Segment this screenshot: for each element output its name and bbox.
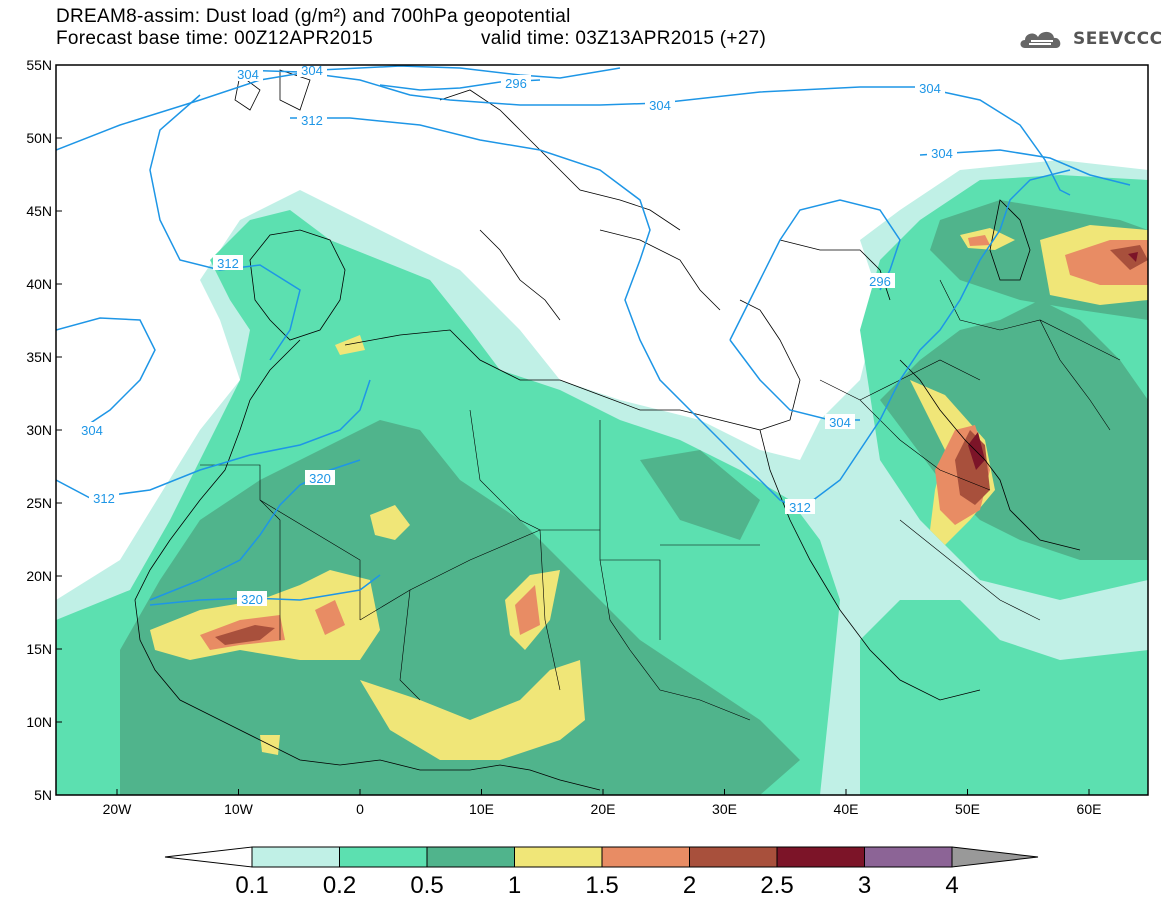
contour-label: 320	[237, 591, 267, 607]
contour-label: 304	[233, 66, 263, 82]
colorbar-cell	[339, 846, 428, 868]
svg-text:312: 312	[789, 500, 811, 515]
colorbar	[164, 846, 1039, 868]
lon-label: 40E	[833, 801, 859, 817]
forecast-base-time: Forecast base time: 00Z12APR2015	[56, 28, 373, 49]
colorbar-cell	[864, 846, 953, 868]
colorbar-cell	[776, 846, 865, 868]
lat-label: 50N	[26, 130, 52, 146]
svg-text:304: 304	[919, 81, 941, 96]
lon-label: 10W	[224, 801, 253, 817]
lon-label: 10E	[469, 801, 494, 817]
lat-label: 15N	[26, 641, 52, 657]
colorbar-max-arrow	[951, 846, 1039, 868]
valid-time: valid time: 03Z13APR2015 (+27)	[481, 28, 767, 49]
colorbar-level-label: 2	[682, 872, 697, 899]
svg-text:304: 304	[301, 63, 323, 78]
lat-label: 45N	[26, 203, 52, 219]
seevccc-logo: SEEVCCC	[1017, 26, 1163, 52]
contour-label: 312	[213, 255, 243, 271]
svg-text:296: 296	[505, 76, 527, 91]
svg-text:312: 312	[93, 491, 115, 506]
cloud-icon	[1020, 31, 1061, 48]
contour-label: 304	[915, 80, 945, 96]
svg-text:304: 304	[829, 415, 851, 430]
contour-label: 304	[645, 97, 675, 113]
contour-label: 296	[865, 273, 895, 289]
contour-label: 304	[927, 145, 957, 161]
lat-label: 30N	[26, 422, 52, 438]
colorbar-cell	[689, 846, 778, 868]
lat-label: 5N	[34, 787, 52, 803]
svg-text:320: 320	[309, 471, 331, 486]
colorbar-cell	[601, 846, 690, 868]
country-borders	[200, 279, 1121, 721]
contour-label: 320	[305, 470, 335, 486]
lat-label: 55N	[26, 57, 52, 73]
colorbar-level-label: 4	[945, 872, 959, 899]
colorbar-min-arrow	[164, 846, 253, 868]
lon-label: 20W	[102, 801, 132, 817]
lon-label: 0	[356, 801, 364, 817]
colorbar-level-label: 0.5	[410, 872, 444, 899]
svg-text:304: 304	[81, 423, 103, 438]
map-title: DREAM8-assim: Dust load (g/m²) and 700hP…	[56, 6, 571, 27]
contour-label: 304	[77, 422, 107, 438]
lon-label: 50E	[955, 801, 980, 817]
lon-label: 20E	[590, 801, 616, 817]
svg-text:304: 304	[931, 146, 953, 161]
colorbar-cell	[251, 846, 340, 868]
colorbar-level-label: 1	[507, 872, 522, 899]
lat-label: 20N	[26, 568, 52, 584]
contour-label: 304	[825, 414, 855, 430]
lat-label: 25N	[26, 495, 52, 511]
svg-text:304: 304	[649, 98, 671, 113]
contour-label: 296	[501, 75, 531, 91]
lat-label: 35N	[26, 349, 52, 365]
colorbar-cell	[426, 846, 515, 868]
svg-text:304: 304	[237, 67, 259, 82]
tick-marks	[56, 64, 1090, 796]
geopotential-contours	[56, 65, 1131, 606]
contour-label: 312	[89, 490, 119, 506]
svg-text:312: 312	[301, 113, 323, 128]
colorbar-level-label: 1.5	[585, 872, 619, 899]
svg-text:312: 312	[217, 256, 239, 271]
colorbar-cell	[514, 846, 603, 868]
contour-label: 304	[297, 63, 327, 78]
contour-label-boxes: 304 304 296 304 304 304 312 312 312 304 296 304 312 3…	[77, 63, 957, 607]
colorbar-level-label: 0.2	[322, 872, 357, 899]
contour-label: 312	[785, 499, 815, 515]
lon-label: 60E	[1076, 801, 1102, 817]
lat-label: 40N	[26, 276, 52, 292]
lon-label: 30E	[712, 801, 737, 817]
contour-label: 312	[297, 112, 327, 128]
lat-label: 10N	[26, 714, 52, 730]
colorbar-level-label: 2.5	[760, 872, 794, 899]
logo-text: SEEVCCC	[1073, 29, 1163, 49]
colorbar-level-label: 0.1	[235, 872, 269, 899]
colorbar-level-label: 3	[857, 872, 872, 899]
svg-text:296: 296	[869, 274, 891, 289]
svg-text:320: 320	[241, 592, 263, 607]
